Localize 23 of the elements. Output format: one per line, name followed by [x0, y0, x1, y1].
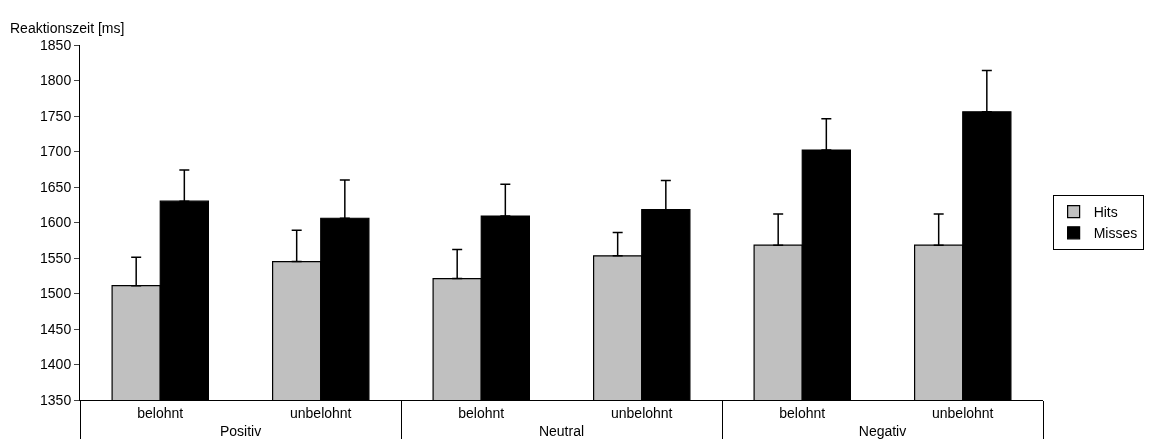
legend-label: Misses [1093, 225, 1138, 242]
y-tick-label: 1700 [40, 143, 72, 160]
y-tick-label: 1350 [40, 391, 72, 408]
text: Negativ [858, 422, 907, 439]
x-tick-label: belohnt [779, 404, 826, 421]
x-tick-label: unbelohnt [931, 404, 994, 421]
text: Positiv [219, 422, 262, 439]
y-tick-label: 1800 [40, 72, 72, 89]
legend-label: Hits [1093, 204, 1118, 221]
y-tick-label: 1450 [40, 320, 72, 337]
y-axis-title: Reaktionszeit [ms] [10, 20, 125, 36]
y-tick-label: 1500 [40, 285, 72, 302]
y-tick-label: 1400 [40, 356, 72, 373]
y-tick-label: 1550 [40, 249, 72, 266]
x-tick-label: belohnt [137, 404, 184, 421]
y-tick-label: 1650 [40, 178, 72, 195]
y-tick-label: 1600 [40, 214, 72, 231]
y-tick-label: 1750 [40, 107, 72, 124]
x-tick-label: unbelohnt [610, 404, 673, 421]
x-tick-label: belohnt [458, 404, 505, 421]
text: Neutral [538, 422, 585, 439]
y-tick-label: 1850 [40, 36, 72, 53]
x-tick-label: unbelohnt [289, 404, 352, 421]
